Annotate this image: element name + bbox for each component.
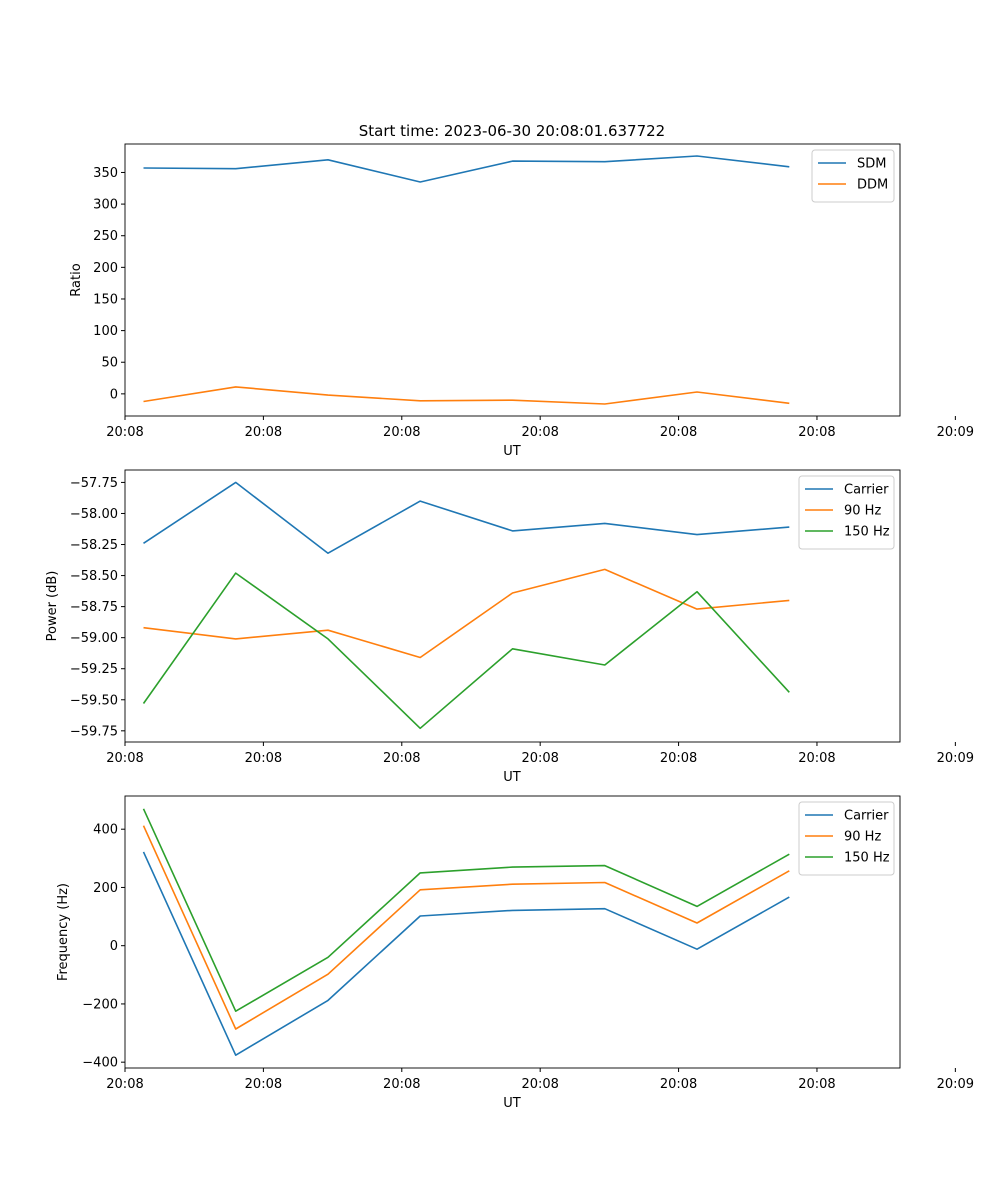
y-tick-label: 300 bbox=[93, 198, 118, 213]
x-tick-label: 20:08 bbox=[798, 425, 835, 440]
x-tick-label: 20:09 bbox=[937, 751, 974, 766]
axes-frame bbox=[124, 795, 901, 1069]
subplot-1: 20:08 20:08 20:08 20:08 20:08 20:08 20:09 0 50 10… bbox=[69, 143, 974, 459]
x-tick-label: 20:08 bbox=[245, 425, 282, 440]
legend-entry-label: 90 Hz bbox=[844, 830, 881, 845]
y-tick-label: 250 bbox=[93, 229, 118, 244]
y-tick-label: 350 bbox=[93, 166, 118, 181]
y-tick-label: −200 bbox=[82, 997, 118, 1012]
y-axis-label: Frequency (Hz) bbox=[56, 883, 71, 981]
y-tick-label: −58.50 bbox=[70, 569, 118, 584]
legend: SDM DDM bbox=[811, 149, 895, 203]
y-tick-label: 150 bbox=[93, 292, 118, 307]
series-line-90-hz bbox=[143, 568, 790, 659]
legend: Carrier 90 Hz 150 Hz bbox=[798, 475, 895, 550]
x-tick-label: 20:08 bbox=[798, 751, 835, 766]
y-axis-label: Ratio bbox=[69, 263, 84, 296]
subplots: 20:08 20:08 20:08 20:08 20:08 20:08 20:09 0 50 10… bbox=[45, 143, 974, 1111]
series-line-150-hz bbox=[142, 808, 790, 1013]
series-line-ddm bbox=[143, 386, 790, 405]
series-line-carrier bbox=[142, 851, 790, 1056]
x-tick-label: 20:08 bbox=[798, 1077, 835, 1092]
legend-entry-label: 150 Hz bbox=[844, 525, 890, 540]
legend-entry-label: 90 Hz bbox=[844, 504, 881, 519]
subplot-2: 20:08 20:08 20:08 20:08 20:08 20:08 20:09 −59.7… bbox=[45, 469, 974, 785]
y-tick-label: 50 bbox=[101, 356, 118, 371]
x-axis-label: UT bbox=[503, 770, 521, 785]
x-tick-label: 20:08 bbox=[660, 751, 697, 766]
y-tick-label: −59.00 bbox=[70, 631, 118, 646]
y-axis-label: Power (dB) bbox=[45, 571, 60, 642]
x-tick-label: 20:08 bbox=[521, 1077, 558, 1092]
y-tick-label: −58.00 bbox=[70, 507, 118, 522]
x-tick-label: 20:09 bbox=[937, 1077, 974, 1092]
x-axis-label: UT bbox=[503, 444, 521, 459]
x-tick-label: 20:08 bbox=[660, 1077, 697, 1092]
chart-title: Start time: 2023-06-30 20:08:01.637722 bbox=[359, 122, 665, 140]
x-tick-label: 20:08 bbox=[106, 751, 143, 766]
x-tick-label: 20:08 bbox=[660, 425, 697, 440]
legend-entry-label: 150 Hz bbox=[844, 851, 890, 866]
series-line-90-hz bbox=[142, 825, 790, 1030]
x-tick-label: 20:08 bbox=[245, 1077, 282, 1092]
series-line-150-hz bbox=[142, 572, 790, 730]
y-tick-label: −58.75 bbox=[70, 600, 118, 615]
subplot-3: 20:08 20:08 20:08 20:08 20:08 20:08 20:09 −400 −… bbox=[56, 795, 974, 1111]
x-tick-label: 20:08 bbox=[383, 1077, 420, 1092]
x-tick-label: 20:08 bbox=[383, 751, 420, 766]
x-tick-label: 20:08 bbox=[383, 425, 420, 440]
x-tick-label: 20:08 bbox=[106, 1077, 143, 1092]
x-axis-label: UT bbox=[503, 1096, 521, 1111]
y-tick-label: −59.25 bbox=[70, 662, 118, 677]
series-line-sdm bbox=[143, 155, 790, 183]
y-tick-label: −58.25 bbox=[70, 538, 118, 553]
x-tick-label: 20:08 bbox=[106, 425, 143, 440]
x-tick-label: 20:09 bbox=[937, 425, 974, 440]
legend-entry-label: SDM bbox=[857, 157, 886, 172]
y-tick-label: −59.50 bbox=[70, 693, 118, 708]
y-tick-label: 0 bbox=[110, 939, 118, 954]
y-tick-label: −59.75 bbox=[70, 724, 118, 739]
y-tick-label: −400 bbox=[82, 1056, 118, 1071]
y-tick-label: 0 bbox=[110, 387, 118, 402]
y-tick-label: 400 bbox=[93, 823, 118, 838]
y-tick-label: 200 bbox=[93, 881, 118, 896]
axes-frame bbox=[124, 143, 901, 417]
x-tick-label: 20:08 bbox=[245, 751, 282, 766]
y-tick-label: 200 bbox=[93, 261, 118, 276]
y-tick-label: 100 bbox=[93, 324, 118, 339]
x-tick-label: 20:08 bbox=[521, 751, 558, 766]
x-tick-label: 20:08 bbox=[521, 425, 558, 440]
legend-entry-label: DDM bbox=[857, 178, 888, 193]
legend-entry-label: Carrier bbox=[844, 483, 889, 498]
axes-frame bbox=[124, 469, 901, 743]
legend-entry-label: Carrier bbox=[844, 809, 889, 824]
y-tick-label: −57.75 bbox=[70, 476, 118, 491]
series-line-carrier bbox=[143, 481, 790, 555]
legend: Carrier 90 Hz 150 Hz bbox=[798, 801, 895, 876]
